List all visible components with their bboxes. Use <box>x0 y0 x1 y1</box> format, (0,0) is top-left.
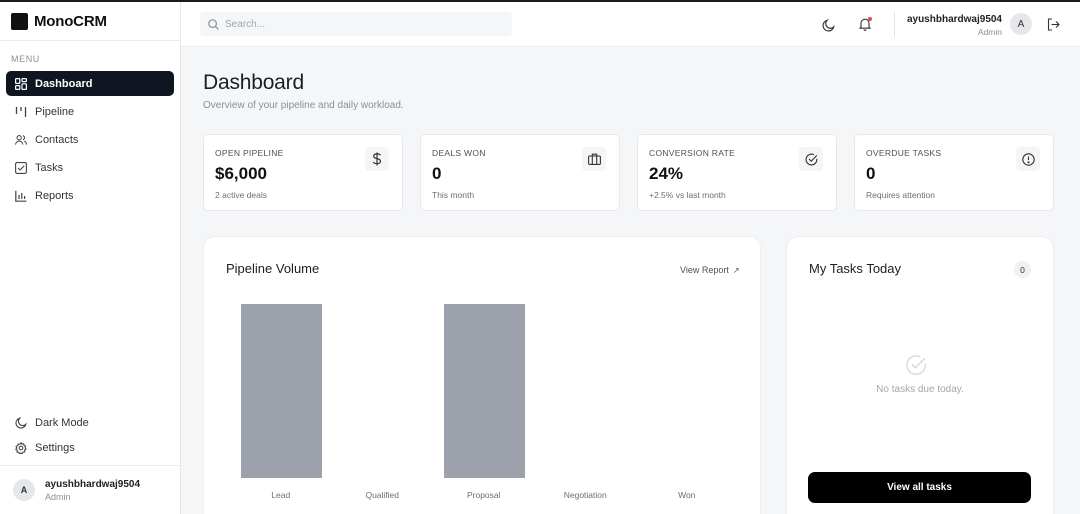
search-icon <box>208 18 219 30</box>
arrow-up-right-icon: ↗ <box>732 265 740 275</box>
brand[interactable]: MonoCRM <box>0 2 180 41</box>
kpi-sub: This month <box>432 190 475 200</box>
settings-link[interactable]: Settings <box>0 435 180 460</box>
avatar: A <box>13 479 35 501</box>
dollar-icon <box>365 147 389 171</box>
bell-icon <box>858 17 872 31</box>
logout-button[interactable] <box>1045 16 1061 32</box>
user-name: ayushbhardwaj9504 <box>45 478 141 490</box>
sidebar-item-pipeline[interactable]: Pipeline <box>6 99 174 124</box>
kpi-label: OPEN PIPELINE <box>215 148 284 158</box>
logout-icon <box>1047 17 1060 31</box>
x-tick-label: Lead <box>271 490 291 500</box>
search-input[interactable] <box>225 18 495 30</box>
user-role: Admin <box>45 491 71 502</box>
kpi-value: 0 <box>432 164 442 183</box>
briefcase-icon <box>582 147 606 171</box>
moon-icon <box>821 18 835 32</box>
topbar-user[interactable]: ayushbhardwaj9504 Admin <box>907 14 1002 37</box>
user-name: ayushbhardwaj9504 <box>906 14 1002 25</box>
moon-icon <box>15 416 27 429</box>
search-box[interactable] <box>200 12 512 36</box>
x-tick-label: Proposal <box>466 490 501 500</box>
kpi-card-conversion-rate: CONVERSION RATE 24% +2.5% vs last month <box>637 134 837 211</box>
check-circle-icon <box>905 354 927 376</box>
kpi-sub: +2.5% vs last month <box>649 190 726 200</box>
kpi-value: 24% <box>649 164 684 183</box>
kpi-value: $6,000 <box>215 164 267 183</box>
x-tick-label: Qualified <box>365 490 400 500</box>
kpi-card-overdue-tasks: OVERDUE TASKS 0 Requires attention <box>854 134 1054 211</box>
kpi-card-open-pipeline: OPEN PIPELINE $6,000 2 active deals <box>203 134 403 211</box>
page-title: Dashboard <box>203 71 304 94</box>
users-icon <box>15 134 27 146</box>
view-report-label: View Report <box>680 265 729 275</box>
task-count-badge: 0 <box>1014 261 1031 278</box>
view-report-link[interactable]: View Report ↗ <box>680 265 740 275</box>
topbar: ayushbhardwaj9504 Admin A <box>181 2 1080 47</box>
dark-mode-toggle[interactable]: Dark Mode <box>0 410 180 435</box>
card-title: Pipeline Volume <box>226 261 320 276</box>
gear-icon <box>15 441 27 454</box>
card-title: My Tasks Today <box>809 261 902 276</box>
settings-label: Settings <box>35 441 75 454</box>
sidebar-item-contacts[interactable]: Contacts <box>6 127 174 152</box>
sidebar-item-label: Reports <box>35 189 74 202</box>
pipeline-volume-card: Pipeline Volume View Report ↗ Lead Qualif… <box>203 236 761 514</box>
brand-name: MonoCRM <box>34 12 107 30</box>
topbar-divider <box>894 12 895 37</box>
dark-mode-label: Dark Mode <box>35 416 89 429</box>
top-accent-line <box>0 0 1080 2</box>
view-all-tasks-button[interactable]: View all tasks <box>808 472 1031 503</box>
x-tick-label: Won <box>678 490 696 500</box>
chart-bar-lead <box>240 304 322 478</box>
checkbox-icon <box>15 161 27 174</box>
kpi-card-deals-won: DEALS WON 0 This month <box>420 134 620 211</box>
theme-toggle-button[interactable] <box>820 17 836 33</box>
chart-bar-proposal <box>443 304 525 478</box>
columns-icon <box>15 106 27 118</box>
sidebar-item-label: Tasks <box>35 161 64 174</box>
notifications-button[interactable] <box>857 16 873 32</box>
sidebar-item-dashboard[interactable]: Dashboard <box>6 71 174 96</box>
sidebar: MonoCRM MENU Dashboard Pipeline Contacts… <box>0 2 181 514</box>
sidebar-item-label: Pipeline <box>35 105 75 118</box>
kpi-label: CONVERSION RATE <box>649 148 736 158</box>
kpi-value: 0 <box>866 164 876 183</box>
grid-icon <box>15 77 27 90</box>
sidebar-item-tasks[interactable]: Tasks <box>6 155 174 180</box>
logo-icon <box>11 12 28 30</box>
check-circle-icon <box>799 147 823 171</box>
sidebar-user[interactable]: A ayushbhardwaj9504 Admin <box>0 465 180 514</box>
x-tick-label: Negotiation <box>563 490 607 500</box>
sidebar-item-label: Contacts <box>35 133 79 146</box>
user-role: Admin <box>977 27 1002 37</box>
kpi-sub: Requires attention <box>866 190 935 200</box>
sidebar-item-label: Dashboard <box>35 77 93 90</box>
kpi-label: OVERDUE TASKS <box>866 148 942 158</box>
kpi-label: DEALS WON <box>432 148 486 158</box>
notification-dot <box>868 17 872 21</box>
sidebar-item-reports[interactable]: Reports <box>6 183 174 208</box>
sidebar-footer: Dark Mode Settings <box>0 410 180 460</box>
alert-circle-icon <box>1016 147 1040 171</box>
menu-label: MENU <box>11 54 40 64</box>
empty-state-text: No tasks due today. <box>876 384 964 395</box>
bar-chart-icon <box>15 190 27 202</box>
kpi-sub: 2 active deals <box>215 190 267 200</box>
page-subtitle: Overview of your pipeline and daily work… <box>203 100 404 111</box>
my-tasks-card: My Tasks Today 0 No tasks due today. Vie… <box>786 236 1054 514</box>
avatar[interactable]: A <box>1010 13 1032 35</box>
